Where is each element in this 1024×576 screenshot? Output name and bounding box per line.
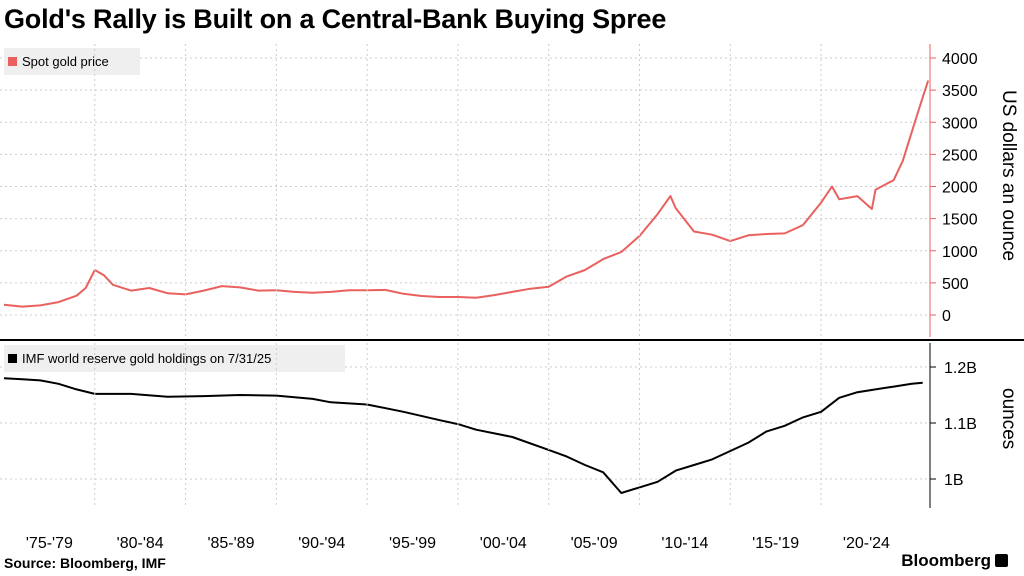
price-tick-label: 3000 <box>942 115 978 132</box>
price-tick-label: 2000 <box>942 180 978 197</box>
price-legend-box <box>4 48 140 75</box>
price-legend-swatch <box>8 57 17 66</box>
x-tick-label: '80-'84 <box>117 535 164 552</box>
holdings-legend-swatch <box>8 354 17 363</box>
x-tick-label: '05-'09 <box>571 535 618 552</box>
x-tick-label: '15-'19 <box>752 535 799 552</box>
price-tick-label: 1500 <box>942 212 978 229</box>
brand-name: Bloomberg <box>901 551 991 570</box>
price-tick-label: 2500 <box>942 147 978 164</box>
bloomberg-logo: Bloomberg <box>901 551 1008 571</box>
page-title: Gold's Rally is Built on a Central-Bank … <box>4 4 667 34</box>
price-tick-label: 1000 <box>942 244 978 261</box>
x-tick-label: '10-'14 <box>661 535 708 552</box>
x-axis-ticks: '75-'79 '80-'84 '85-'89 '90-'94 '95-'99 '00-'… <box>26 535 890 552</box>
holdings-panel: 1.2B 1.1B 1B IMF world reserve gold holdin… <box>0 343 1019 508</box>
x-tick-label: '75-'79 <box>26 535 73 552</box>
x-tick-label: '00-'04 <box>480 535 527 552</box>
holdings-legend-box <box>4 345 345 372</box>
price-tick-label: 3500 <box>942 83 978 100</box>
holdings-tick-label: 1.2B <box>944 360 977 377</box>
price-y-ticks: 4000 3500 3000 2500 2000 1500 1000 500 0 <box>930 51 978 325</box>
price-tick-label: 4000 <box>942 51 978 68</box>
spot-gold-price-line <box>3 80 930 308</box>
holdings-tick-label: 1.1B <box>944 416 977 433</box>
x-tick-label: '85-'89 <box>207 535 254 552</box>
price-tick-label: 0 <box>942 308 951 325</box>
price-legend-label: Spot gold price <box>22 54 109 69</box>
reserve-holdings-line <box>3 377 923 494</box>
holdings-axis-title: ounces <box>998 388 1019 449</box>
price-axis-title: US dollars an ounce <box>998 90 1019 261</box>
x-tick-label: '95-'99 <box>389 535 436 552</box>
price-tick-label: 500 <box>942 276 969 293</box>
vertical-gridlines <box>94 44 822 508</box>
x-tick-label: '90-'94 <box>298 535 345 552</box>
holdings-legend-label: IMF world reserve gold holdings on 7/31/… <box>22 351 271 366</box>
holdings-y-ticks: 1.2B 1.1B 1B <box>930 360 977 489</box>
holdings-tick-label: 1B <box>944 472 964 489</box>
source-note: Source: Bloomberg, IMF <box>4 555 166 571</box>
bloomberg-mark-icon <box>995 554 1008 567</box>
x-tick-label: '20-'24 <box>843 535 890 552</box>
price-gridlines <box>0 57 930 316</box>
price-panel: 4000 3500 3000 2500 2000 1500 1000 500 0 Spot go… <box>0 44 1019 337</box>
